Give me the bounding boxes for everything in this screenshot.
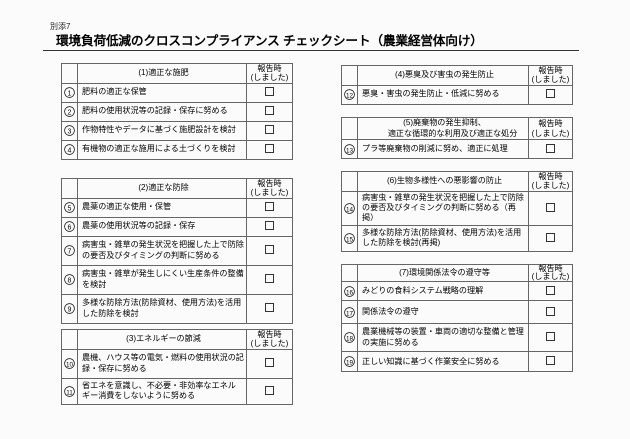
svg-text:6: 6 <box>68 224 72 231</box>
svg-text:2: 2 <box>68 109 72 116</box>
svg-text:8: 8 <box>68 277 72 284</box>
svg-text:17: 17 <box>346 310 354 317</box>
svg-text:13: 13 <box>346 147 354 154</box>
svg-text:18: 18 <box>346 335 354 342</box>
svg-text:15: 15 <box>346 236 354 243</box>
svg-text:3: 3 <box>68 128 72 135</box>
svg-text:10: 10 <box>66 361 74 368</box>
svg-text:14: 14 <box>346 206 354 213</box>
svg-text:1: 1 <box>68 90 72 97</box>
svg-text:19: 19 <box>346 359 354 366</box>
svg-text:12: 12 <box>346 92 354 99</box>
svg-text:9: 9 <box>68 306 72 313</box>
svg-text:16: 16 <box>346 289 354 296</box>
svg-text:7: 7 <box>68 248 72 255</box>
svg-text:11: 11 <box>66 389 73 396</box>
svg-text:4: 4 <box>68 147 72 154</box>
svg-text:5: 5 <box>68 205 72 212</box>
